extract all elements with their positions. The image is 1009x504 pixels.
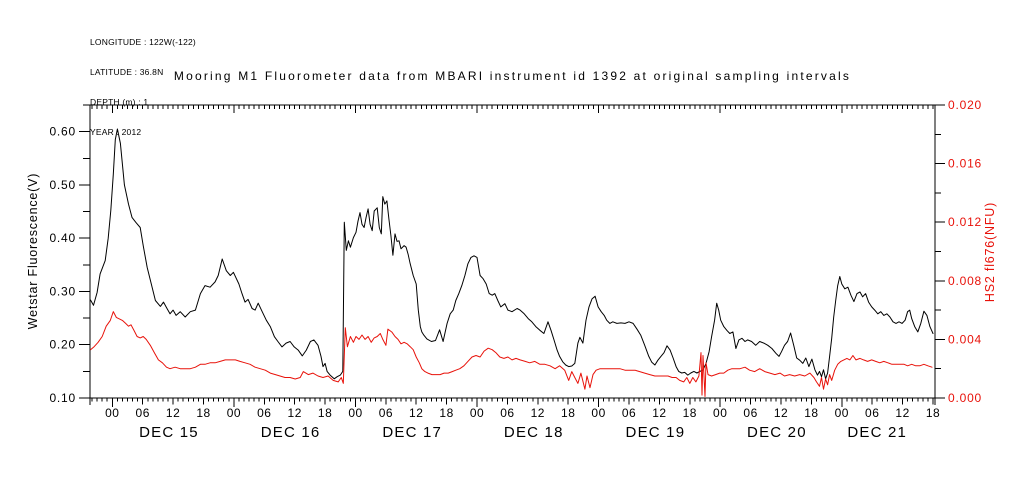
x-day-labels: DEC 15 DEC 16 DEC 17 DEC 18 DEC 19 DEC 20 DEC …: [139, 424, 907, 441]
x-hour-label: 06: [743, 406, 757, 420]
right-tick-label: 0.008: [948, 274, 982, 288]
right-tick-label: 0.012: [948, 215, 982, 229]
right-tick-label: 0.016: [948, 157, 982, 171]
x-day-label: DEC 19: [626, 424, 686, 441]
x-hour-label: 12: [288, 406, 302, 420]
series-hs2-fl676: [90, 311, 933, 397]
x-hour-label: 12: [531, 406, 545, 420]
plot-frame: [89, 104, 936, 399]
left-tick-label: 0.60: [49, 125, 76, 139]
x-hour-label: 00: [835, 406, 849, 420]
x-axis-ticks: [89, 105, 936, 407]
x-hour-labels: 00 06 12 18 00 06 12 18 00 06 12 18 00 06 12 18 00 06 12 18…: [105, 406, 940, 420]
x-hour-label: 12: [409, 406, 423, 420]
x-hour-label: 00: [105, 406, 119, 420]
right-tick-label: 0.000: [948, 391, 982, 405]
x-hour-label: 06: [136, 406, 150, 420]
left-axis-ticks: [79, 104, 90, 399]
x-hour-label: 00: [591, 406, 605, 420]
x-day-label: DEC 15: [139, 424, 199, 441]
left-tick-label: 0.20: [49, 338, 76, 352]
x-day-label: DEC 20: [747, 424, 807, 441]
x-hour-label: 00: [470, 406, 484, 420]
x-hour-label: 12: [774, 406, 788, 420]
x-hour-label: 06: [622, 406, 636, 420]
left-tick-label: 0.30: [49, 285, 76, 299]
x-hour-label: 18: [926, 406, 940, 420]
x-hour-label: 06: [379, 406, 393, 420]
x-day-label: DEC 18: [504, 424, 564, 441]
right-axis-labels: 0.000 0.004 0.008 0.012 0.016 0.020: [948, 98, 982, 405]
right-tick-label: 0.020: [948, 98, 982, 112]
metadata-block: LONGITUDE : 122W(-122) LATITUDE : 36.8N …: [90, 17, 196, 157]
x-hour-label: 18: [196, 406, 210, 420]
x-hour-label: 00: [227, 406, 241, 420]
x-hour-label: 12: [895, 406, 909, 420]
chart-title: Mooring M1 Fluorometer data from MBARI i…: [173, 69, 852, 83]
metadata-depth: DEPTH (m) : 1: [90, 97, 149, 107]
x-hour-label: 00: [713, 406, 727, 420]
x-hour-label: 12: [166, 406, 180, 420]
x-hour-label: 12: [652, 406, 666, 420]
right-axis-title: HS2 fl676(NFU): [983, 202, 997, 302]
x-hour-label: 18: [561, 406, 575, 420]
left-tick-label: 0.50: [49, 178, 76, 192]
left-axis-title: Wetstar Fluorescence(V): [26, 173, 40, 329]
x-hour-label: 18: [318, 406, 332, 420]
right-tick-label: 0.004: [948, 332, 982, 346]
series-wetstar: [90, 128, 934, 380]
metadata-longitude: LONGITUDE : 122W(-122): [90, 37, 196, 47]
x-hour-label: 06: [500, 406, 514, 420]
left-tick-label: 0.10: [49, 391, 76, 405]
left-axis-labels: 0.10 0.20 0.30 0.40 0.50 0.60: [49, 125, 76, 405]
x-day-label: DEC 21: [847, 424, 907, 441]
left-tick-label: 0.40: [49, 231, 76, 245]
x-day-label: DEC 17: [382, 424, 442, 441]
x-day-label: DEC 16: [261, 424, 321, 441]
x-hour-label: 18: [804, 406, 818, 420]
x-hour-label: 18: [439, 406, 453, 420]
x-hour-label: 06: [865, 406, 879, 420]
x-hour-label: 18: [683, 406, 697, 420]
right-axis-ticks: [935, 104, 945, 399]
x-hour-label: 06: [257, 406, 271, 420]
metadata-latitude: LATITUDE : 36.8N: [90, 67, 164, 77]
x-hour-label: 00: [348, 406, 362, 420]
